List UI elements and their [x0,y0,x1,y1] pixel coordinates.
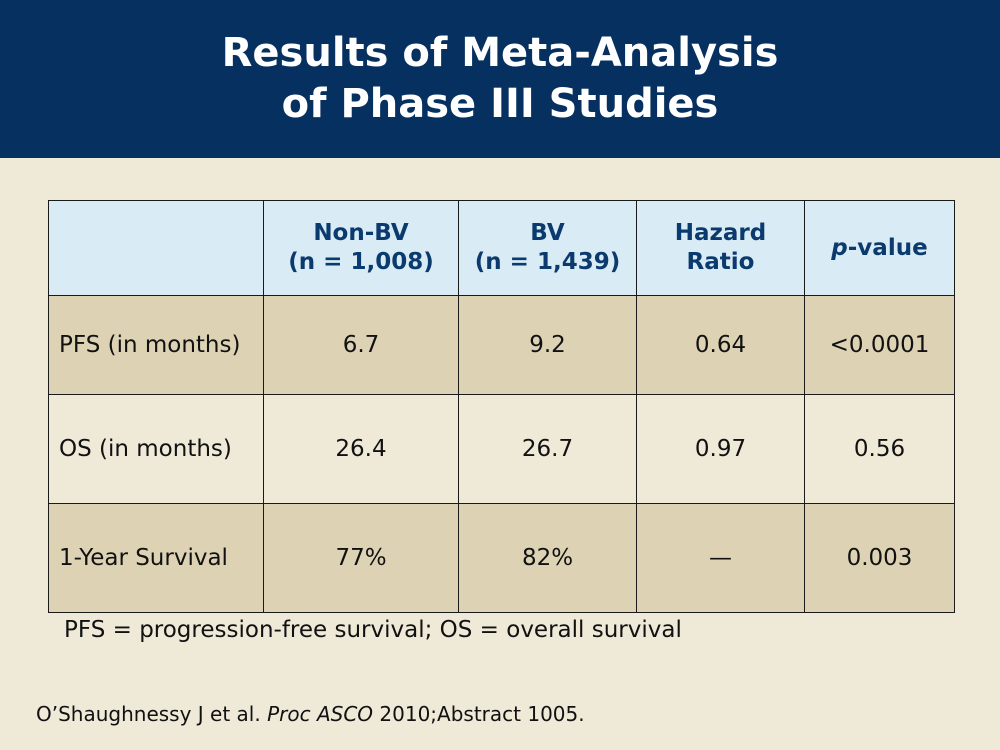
p-value: <0.0001 [804,295,955,395]
header-hazard-line-2: Ratio [686,249,755,275]
hazard-ratio-value: 0.97 [636,394,805,504]
header-p-value: p-value [804,200,955,296]
citation-journal: Proc ASCO [267,702,374,726]
row-label: PFS (in months) [48,295,264,395]
header-empty-cell [48,200,264,296]
slide-title-line-2: of Phase III Studies [281,81,719,127]
bv-value: 82% [458,503,637,613]
table-row: 1-Year Survival 77% 82% — 0.003 [48,503,955,613]
header-bv-n: (n = 1,439) [474,249,621,275]
non-bv-value: 6.7 [263,295,459,395]
bv-value: 9.2 [458,295,637,395]
header-bv: BV (n = 1,439) [458,200,637,296]
hazard-ratio-value: — [636,503,805,613]
header-non-bv: Non-BV (n = 1,008) [263,200,459,296]
hazard-ratio-value: 0.64 [636,295,805,395]
header-p-italic: p [831,234,848,261]
header-hazard-line-1: Hazard [674,220,767,246]
non-bv-value: 26.4 [263,394,459,504]
abbreviation-footnote: PFS = progression-free survival; OS = ov… [64,617,682,643]
header-bv-label: BV [530,220,565,246]
header-non-bv-n: (n = 1,008) [288,249,434,275]
non-bv-value: 77% [263,503,459,613]
row-label: 1-Year Survival [48,503,264,613]
header-p-rest: -value [847,234,928,261]
table-row: PFS (in months) 6.7 9.2 0.64 <0.0001 [48,295,955,395]
slide-title-line-1: Results of Meta-Analysis [221,30,779,76]
title-banner: Results of Meta-Analysis of Phase III St… [0,0,1000,158]
citation: O’Shaughnessy J et al. Proc ASCO 2010;Ab… [36,702,585,726]
p-value: 0.003 [804,503,955,613]
citation-details: 2010;Abstract 1005. [379,702,585,726]
citation-authors: O’Shaughnessy J et al. [36,702,261,726]
header-non-bv-label: Non-BV [313,220,409,246]
bv-value: 26.7 [458,394,637,504]
header-hazard-ratio: Hazard Ratio [636,200,805,296]
table-row: OS (in months) 26.4 26.7 0.97 0.56 [48,394,955,504]
p-value: 0.56 [804,394,955,504]
header-row: Non-BV (n = 1,008) BV (n = 1,439) Hazard… [48,200,955,296]
results-table: Non-BV (n = 1,008) BV (n = 1,439) Hazard… [48,200,955,613]
row-label: OS (in months) [48,394,264,504]
